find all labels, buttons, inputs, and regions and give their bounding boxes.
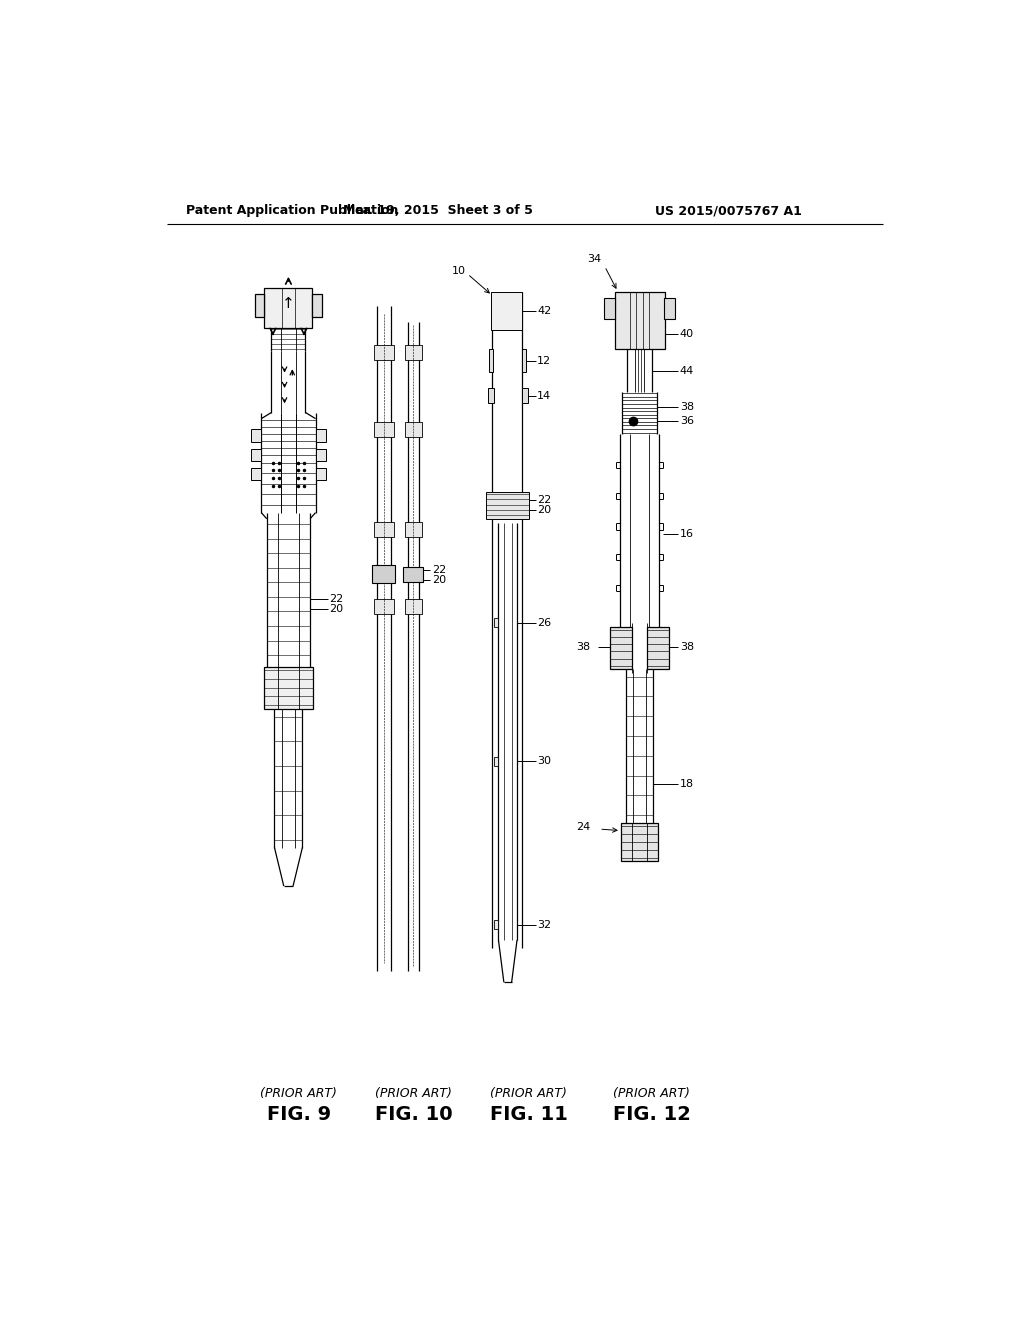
Bar	[486, 492, 529, 519]
Bar	[521, 388, 528, 404]
Text: 12: 12	[538, 356, 551, 366]
Text: 30: 30	[538, 756, 551, 767]
Bar	[614, 292, 665, 350]
Text: 20: 20	[330, 603, 344, 614]
Bar	[251, 469, 261, 480]
Bar	[374, 345, 394, 360]
Bar	[604, 298, 614, 319]
Bar	[489, 350, 493, 372]
Bar	[665, 298, 675, 319]
Text: 18: 18	[680, 779, 694, 789]
Text: ↑: ↑	[282, 296, 295, 310]
Bar	[610, 627, 632, 669]
Text: 10: 10	[452, 265, 466, 276]
Bar	[251, 449, 261, 461]
Text: 20: 20	[538, 504, 551, 515]
Bar	[494, 920, 499, 929]
Bar	[315, 449, 326, 461]
Text: 22: 22	[330, 594, 344, 603]
Bar	[315, 469, 326, 480]
Bar	[404, 599, 422, 614]
Text: 44: 44	[680, 366, 694, 376]
Text: FIG. 10: FIG. 10	[375, 1105, 453, 1125]
Text: US 2015/0075767 A1: US 2015/0075767 A1	[655, 205, 802, 218]
Text: FIG. 9: FIG. 9	[266, 1105, 331, 1125]
Text: 40: 40	[680, 329, 694, 339]
Bar	[404, 521, 422, 537]
Text: 34: 34	[587, 253, 601, 264]
Bar	[621, 822, 658, 862]
Bar	[255, 294, 264, 317]
Text: 22: 22	[432, 565, 446, 576]
Text: 16: 16	[680, 529, 694, 539]
Bar	[251, 429, 261, 442]
Text: 20: 20	[432, 576, 445, 585]
Bar	[374, 599, 394, 614]
Bar	[494, 618, 499, 627]
Bar	[312, 294, 322, 317]
Bar	[263, 667, 313, 709]
Text: 14: 14	[538, 391, 551, 400]
Bar	[404, 345, 422, 360]
Text: (PRIOR ART): (PRIOR ART)	[613, 1088, 690, 1101]
Bar	[404, 422, 422, 437]
Text: 22: 22	[538, 495, 552, 504]
Bar	[403, 566, 423, 582]
Text: FIG. 12: FIG. 12	[612, 1105, 691, 1125]
Bar	[494, 756, 499, 766]
Bar	[647, 627, 669, 669]
Text: 26: 26	[538, 618, 551, 628]
Text: Mar. 19, 2015  Sheet 3 of 5: Mar. 19, 2015 Sheet 3 of 5	[343, 205, 532, 218]
Bar	[315, 429, 326, 442]
Text: 38: 38	[680, 643, 694, 652]
Text: 32: 32	[538, 920, 551, 929]
Bar	[490, 292, 521, 330]
Bar	[522, 350, 526, 372]
Bar	[372, 565, 395, 583]
Text: 42: 42	[538, 306, 552, 315]
Text: 36: 36	[680, 416, 694, 426]
Text: Patent Application Publication: Patent Application Publication	[186, 205, 398, 218]
Text: (PRIOR ART): (PRIOR ART)	[260, 1088, 337, 1101]
Text: (PRIOR ART): (PRIOR ART)	[375, 1088, 453, 1101]
Text: 38: 38	[575, 643, 590, 652]
Bar	[374, 422, 394, 437]
Text: 24: 24	[575, 822, 590, 832]
Text: 38: 38	[680, 403, 694, 412]
Text: FIG. 11: FIG. 11	[489, 1105, 567, 1125]
Bar	[374, 521, 394, 537]
Bar	[487, 388, 494, 404]
Bar	[264, 288, 312, 327]
Text: (PRIOR ART): (PRIOR ART)	[490, 1088, 567, 1101]
